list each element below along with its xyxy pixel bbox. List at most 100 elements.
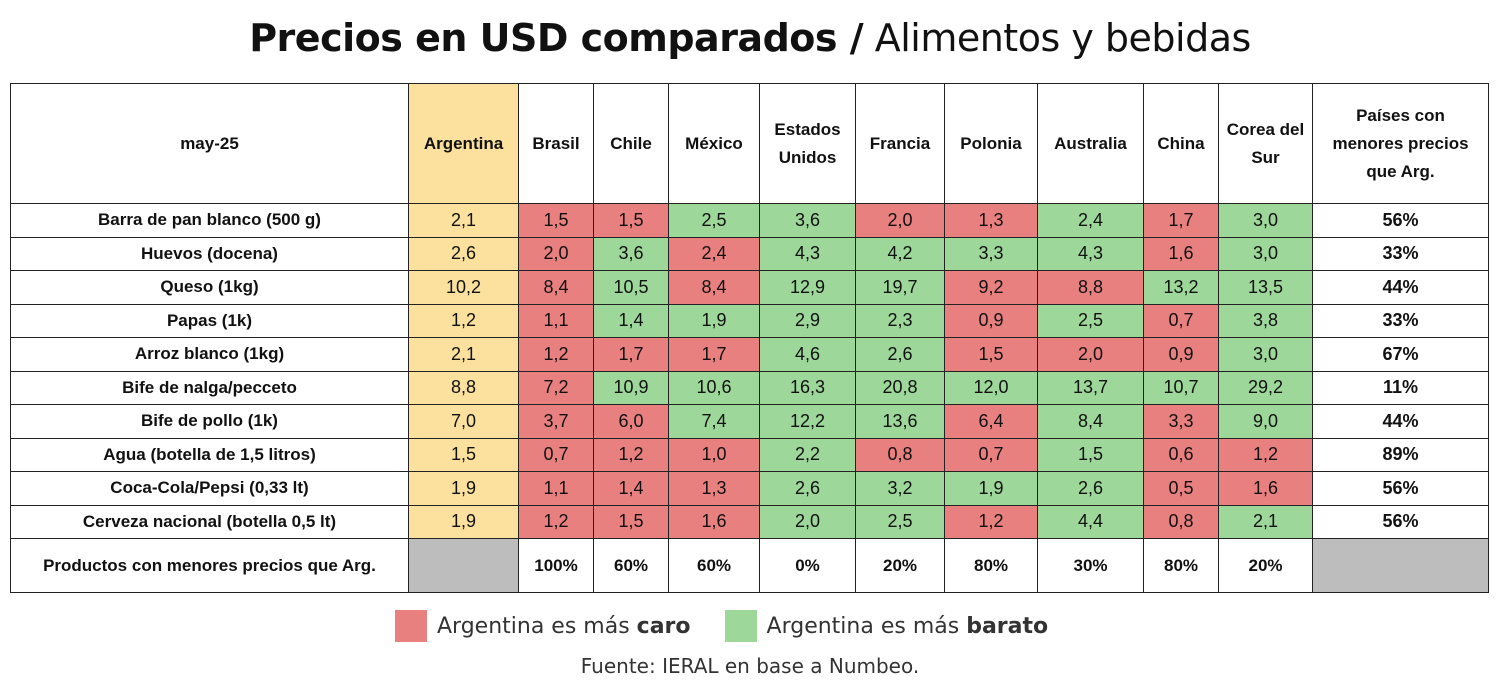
price-cell: 12,2: [759, 404, 856, 439]
price-cell: 1,6: [668, 504, 760, 539]
column-header: Estados Unidos: [759, 83, 856, 204]
column-header: China: [1143, 83, 1219, 204]
row-percent: 44%: [1312, 404, 1489, 439]
price-cell: 2,4: [668, 236, 760, 271]
price-cell: 0,9: [944, 303, 1038, 338]
price-cell: 0,8: [855, 437, 945, 472]
summary-empty-cell: [1312, 538, 1489, 593]
price-cell: 1,5: [518, 203, 594, 238]
price-cell: 7,4: [668, 404, 760, 439]
argentina-price-cell: 1,9: [408, 471, 519, 506]
price-cell: 2,6: [1037, 471, 1144, 506]
source-note: Fuente: IERAL en base a Numbeo.: [580, 654, 920, 678]
legend-swatch-caro: [395, 610, 427, 642]
price-cell: 2,6: [759, 471, 856, 506]
row-percent: 33%: [1312, 303, 1489, 338]
price-cell: 3,0: [1218, 337, 1313, 372]
price-cell: 4,4: [1037, 504, 1144, 539]
legend-swatch-barato: [724, 610, 757, 642]
row-label: Bife de pollo (1k): [10, 404, 409, 439]
row-label: Huevos (docena): [10, 236, 409, 271]
summary-percent: 80%: [944, 538, 1038, 593]
price-cell: 0,8: [1143, 504, 1219, 539]
row-label: Coca-Cola/Pepsi (0,33 lt): [10, 471, 409, 506]
row-percent: 11%: [1312, 370, 1489, 405]
price-cell: 1,5: [593, 504, 669, 539]
price-cell: 12,0: [944, 370, 1038, 405]
table-row: Huevos (docena) 2,6 2,0 3,6 2,4 4,3 4,2 3,3 4,3 1…: [10, 236, 1489, 271]
price-cell: 1,5: [1037, 437, 1144, 472]
price-cell: 1,6: [1143, 236, 1219, 271]
column-header: Francia: [855, 83, 945, 204]
price-cell: 1,2: [1218, 437, 1313, 472]
legend: Argentina es más caro Argentina es más b…: [395, 610, 1048, 642]
summary-percent: 100%: [518, 538, 594, 593]
price-cell: 1,7: [668, 337, 760, 372]
price-cell: 2,5: [855, 504, 945, 539]
price-cell: 12,9: [759, 270, 856, 305]
summary-percent: 80%: [1143, 538, 1219, 593]
price-cell: 1,3: [944, 203, 1038, 238]
price-cell: 2,2: [759, 437, 856, 472]
argentina-price-cell: 1,2: [408, 303, 519, 338]
price-cell: 2,4: [1037, 203, 1144, 238]
price-cell: 3,3: [944, 236, 1038, 271]
row-label: Papas (1k): [10, 303, 409, 338]
price-cell: 9,0: [1218, 404, 1313, 439]
price-cell: 13,5: [1218, 270, 1313, 305]
price-cell: 3,2: [855, 471, 945, 506]
summary-label: Productos con menores precios que Arg.: [10, 538, 409, 593]
price-cell: 1,6: [1218, 471, 1313, 506]
legend-caro-bold: caro: [636, 613, 691, 639]
price-cell: 2,1: [1218, 504, 1313, 539]
price-cell: 10,5: [593, 270, 669, 305]
column-header: Australia: [1037, 83, 1144, 204]
price-cell: 1,4: [593, 303, 669, 338]
summary-percent: 20%: [855, 538, 945, 593]
price-cell: 0,7: [944, 437, 1038, 472]
row-label: Barra de pan blanco (500 g): [10, 203, 409, 238]
price-cell: 9,2: [944, 270, 1038, 305]
legend-caro-text: Argentina es más: [437, 613, 637, 639]
price-cell: 16,3: [759, 370, 856, 405]
price-cell: 4,3: [759, 236, 856, 271]
summary-percent: 20%: [1218, 538, 1313, 593]
table-row: Bife de pollo (1k) 7,0 3,7 6,0 7,4 12,2 13,6 6,…: [10, 404, 1489, 439]
row-percent: 44%: [1312, 270, 1489, 305]
price-cell: 7,2: [518, 370, 594, 405]
argentina-price-cell: 1,9: [408, 504, 519, 539]
price-cell: 3,0: [1218, 236, 1313, 271]
page-title: Precios en USD comparados / Alimentos y …: [0, 16, 1500, 60]
price-cell: 29,2: [1218, 370, 1313, 405]
price-cell: 3,6: [593, 236, 669, 271]
argentina-price-cell: 8,8: [408, 370, 519, 405]
price-cell: 2,0: [759, 504, 856, 539]
price-cell: 3,8: [1218, 303, 1313, 338]
column-header: Corea del Sur: [1218, 83, 1313, 204]
price-cell: 1,2: [944, 504, 1038, 539]
summary-empty-cell: [408, 538, 519, 593]
title-light: Alimentos y bebidas: [874, 16, 1252, 60]
price-cell: 2,9: [759, 303, 856, 338]
argentina-price-cell: 2,1: [408, 203, 519, 238]
price-cell: 1,2: [593, 437, 669, 472]
price-table: may-25 Argentina Brasil Chile México Estados…: [10, 83, 1489, 593]
argentina-price-cell: 2,1: [408, 337, 519, 372]
price-cell: 3,0: [1218, 203, 1313, 238]
argentina-price-cell: 1,5: [408, 437, 519, 472]
header-row: may-25 Argentina Brasil Chile México Estados…: [10, 83, 1489, 204]
price-cell: 8,4: [668, 270, 760, 305]
price-cell: 1,1: [518, 303, 594, 338]
column-header: México: [668, 83, 760, 204]
row-percent: 33%: [1312, 236, 1489, 271]
price-cell: 1,2: [518, 337, 594, 372]
table-row: Arroz blanco (1kg) 2,1 1,2 1,7 1,7 4,6 2,6 1,5 2…: [10, 337, 1489, 372]
price-cell: 10,7: [1143, 370, 1219, 405]
price-cell: 19,7: [855, 270, 945, 305]
legend-barato-text: Argentina es más: [766, 613, 967, 639]
price-cell: 2,3: [855, 303, 945, 338]
legend-caro: Argentina es más caro: [437, 614, 691, 639]
price-cell: 6,4: [944, 404, 1038, 439]
price-cell: 1,2: [518, 504, 594, 539]
column-header: Chile: [593, 83, 669, 204]
